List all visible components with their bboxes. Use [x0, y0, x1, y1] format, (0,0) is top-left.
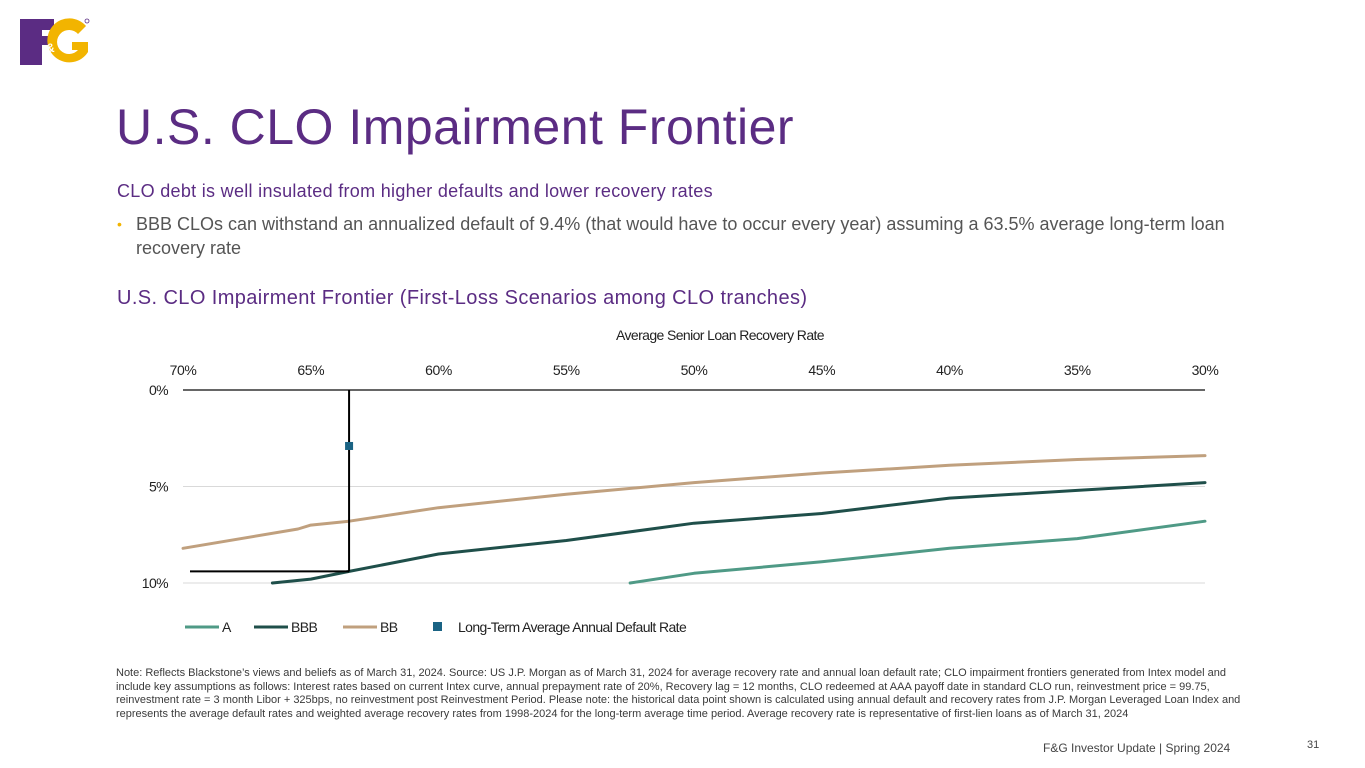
x-tick-label: 45% [808, 362, 835, 378]
x-tick-label: 65% [297, 362, 324, 378]
legend-swatch-marker [433, 622, 442, 631]
x-tick-label: 40% [936, 362, 963, 378]
legend-label: A [222, 619, 232, 635]
page-title: U.S. CLO Impairment Frontier [116, 99, 795, 155]
footer-text: F&G Investor Update | Spring 2024 [1043, 741, 1231, 755]
x-tick-label: 60% [425, 362, 452, 378]
fg-logo: & [20, 18, 90, 65]
page-subtitle: CLO debt is well insulated from higher d… [117, 181, 713, 201]
chart-heading: U.S. CLO Impairment Frontier (First-Loss… [117, 287, 808, 309]
series-line-bbb [270, 481, 1207, 585]
y-tick-label: 0% [149, 382, 168, 398]
series-line-a [628, 519, 1207, 585]
long-term-average-marker [345, 441, 354, 450]
bullet-point: • BBB CLOs can withstand an annualized d… [117, 212, 1267, 260]
x-axis-title: Average Senior Loan Recovery Rate [616, 327, 825, 343]
series-line-bb [181, 454, 1207, 550]
x-tick-label: 70% [170, 362, 197, 378]
page-number: 31 [1307, 739, 1320, 751]
legend-label: BB [380, 619, 398, 635]
legend-label: BBB [291, 619, 317, 635]
x-tick-label: 35% [1064, 362, 1091, 378]
y-tick-label: 10% [142, 575, 168, 591]
legend-label: Long-Term Average Annual Default Rate [458, 619, 687, 635]
y-tick-label: 5% [149, 479, 168, 495]
impairment-frontier-chart: Average Senior Loan Recovery Rate 70% 65%… [142, 327, 1219, 635]
x-tick-label: 55% [553, 362, 580, 378]
x-tick-label: 50% [681, 362, 708, 378]
bullet-text: BBB CLOs can withstand an annualized def… [136, 214, 1225, 258]
logo-ampersand: & [46, 41, 55, 55]
bullet-marker: • [117, 216, 122, 232]
x-tick-label: 30% [1192, 362, 1219, 378]
footnote: Note: Reflects Blackstone’s views and be… [116, 667, 1241, 720]
